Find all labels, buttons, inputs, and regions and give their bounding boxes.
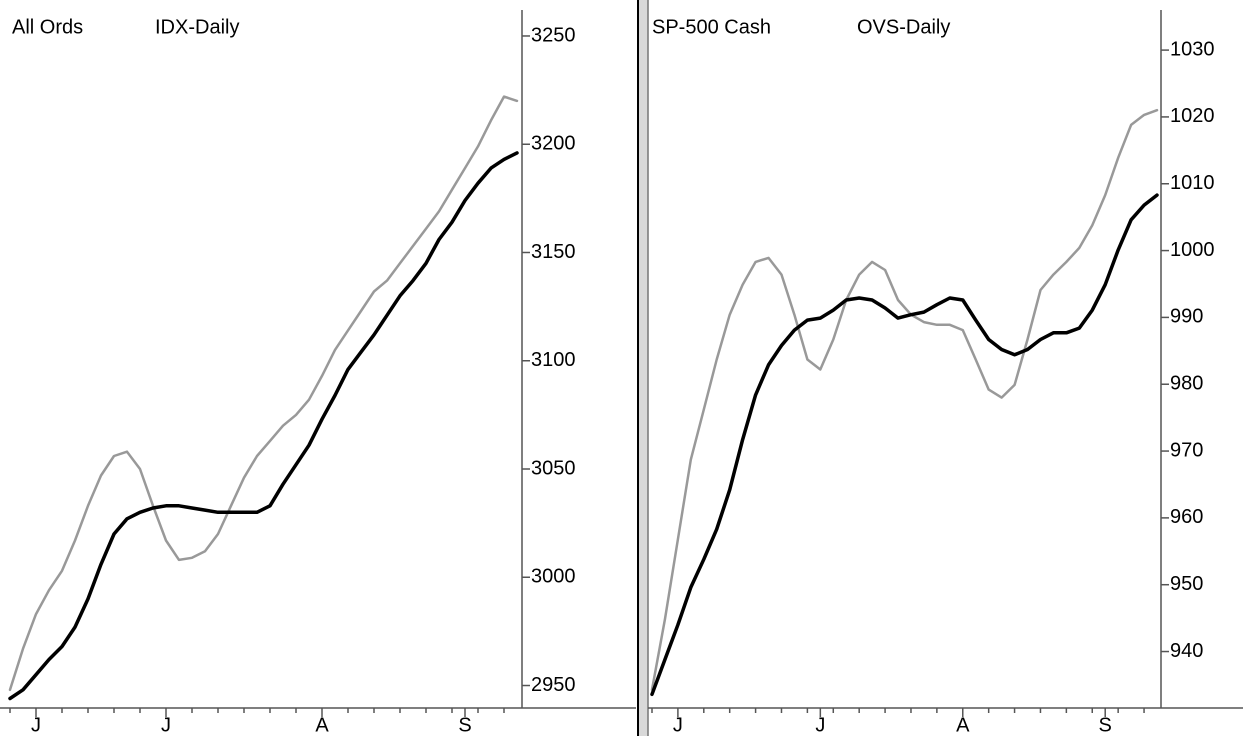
x-tick-label: S — [1099, 714, 1112, 736]
x-tick-label: J — [673, 714, 683, 736]
x-tick-label: S — [458, 714, 471, 736]
y-tick-label: 970 — [1170, 439, 1203, 461]
panel-divider — [639, 0, 648, 736]
y-tick-label: 3100 — [531, 349, 576, 371]
series-line — [650, 193, 1159, 697]
y-tick-label: 2950 — [531, 674, 576, 696]
y-tick-label: 940 — [1170, 640, 1203, 662]
chart-title: All Ords — [12, 16, 83, 38]
y-tick-label: 1000 — [1170, 239, 1215, 261]
series-line — [8, 95, 519, 692]
x-tick-label: A — [956, 714, 970, 736]
y-tick-label: 1020 — [1170, 105, 1215, 127]
y-tick-label: 3250 — [531, 24, 576, 46]
series-line — [8, 151, 519, 701]
y-tick-label: 1010 — [1170, 172, 1215, 194]
y-tick-label: 3150 — [531, 241, 576, 263]
y-tick-label: 1030 — [1170, 38, 1215, 60]
chart-subtitle: OVS-Daily — [857, 16, 950, 38]
x-tick-label: J — [31, 714, 41, 736]
series-line — [650, 108, 1159, 691]
y-tick-label: 3000 — [531, 566, 576, 588]
x-tick-label: J — [815, 714, 825, 736]
y-tick-label: 3050 — [531, 457, 576, 479]
chart-subtitle: IDX-Daily — [155, 16, 239, 38]
y-tick-label: 3200 — [531, 133, 576, 155]
x-tick-label: A — [315, 714, 329, 736]
y-tick-label: 980 — [1170, 373, 1203, 395]
x-tick-label: J — [161, 714, 171, 736]
chart-title: SP-500 Cash — [652, 16, 771, 38]
y-tick-label: 950 — [1170, 573, 1203, 595]
y-tick-label: 960 — [1170, 506, 1203, 528]
y-tick-label: 990 — [1170, 306, 1203, 328]
